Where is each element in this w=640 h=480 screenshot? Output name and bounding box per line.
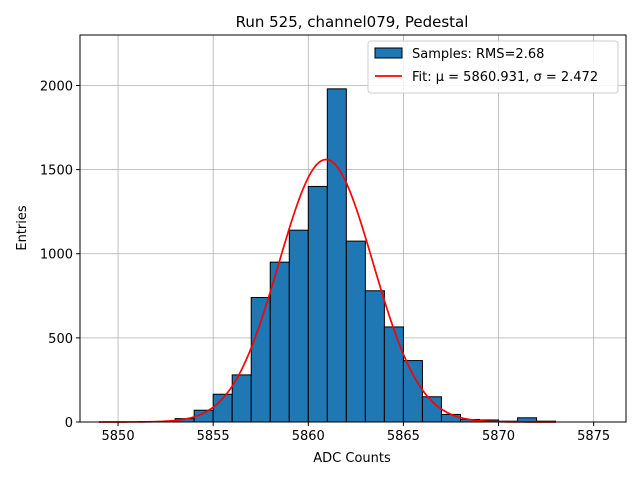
- fit-curve: [99, 158, 556, 423]
- histogram-bar: [440, 413, 461, 423]
- histogram-bar: [402, 360, 423, 423]
- y-axis-ticks: 0 500 1000 1500 2000: [40, 79, 80, 431]
- x-axis-ticks: 5850 5855 5860 5865 5870 5875: [102, 422, 610, 444]
- x-tick-label: 5850: [102, 429, 135, 444]
- histogram-bar: [288, 229, 309, 423]
- legend: Samples: RMS=2.68 Fit: μ = 5860.931, σ =…: [367, 40, 619, 94]
- histogram-bar: [269, 261, 290, 423]
- y-axis-label: Entries: [15, 205, 30, 251]
- histogram-bars: [174, 88, 557, 423]
- legend-bar-swatch: [374, 47, 403, 59]
- y-tick-label: 2000: [40, 79, 73, 94]
- legend-box: [367, 40, 619, 94]
- chart-title: Run 525, channel079, Pedestal: [236, 13, 469, 31]
- x-axis-label: ADC Counts: [313, 451, 391, 466]
- x-tick-label: 5875: [577, 429, 610, 444]
- histogram-bar: [307, 185, 328, 423]
- x-tick-label: 5855: [197, 429, 230, 444]
- x-tick-label: 5865: [387, 429, 420, 444]
- fit-curve-group: [99, 158, 556, 423]
- x-tick-label: 5870: [482, 429, 515, 444]
- histogram-bar: [383, 326, 404, 423]
- histogram-bar: [326, 88, 347, 423]
- histogram-bar: [364, 290, 385, 423]
- y-tick-label: 1000: [40, 248, 73, 263]
- y-tick-label: 0: [65, 416, 73, 431]
- x-tick-label: 5860: [292, 429, 325, 444]
- histogram-bar: [250, 296, 271, 423]
- y-tick-label: 500: [48, 332, 73, 347]
- y-tick-label: 1500: [40, 164, 73, 179]
- histogram-bar: [345, 240, 366, 423]
- legend-entry-samples: Samples: RMS=2.68: [412, 47, 544, 62]
- plot-frame: [79, 34, 627, 423]
- legend-entry-fit: Fit: μ = 5860.931, σ = 2.472: [412, 70, 598, 85]
